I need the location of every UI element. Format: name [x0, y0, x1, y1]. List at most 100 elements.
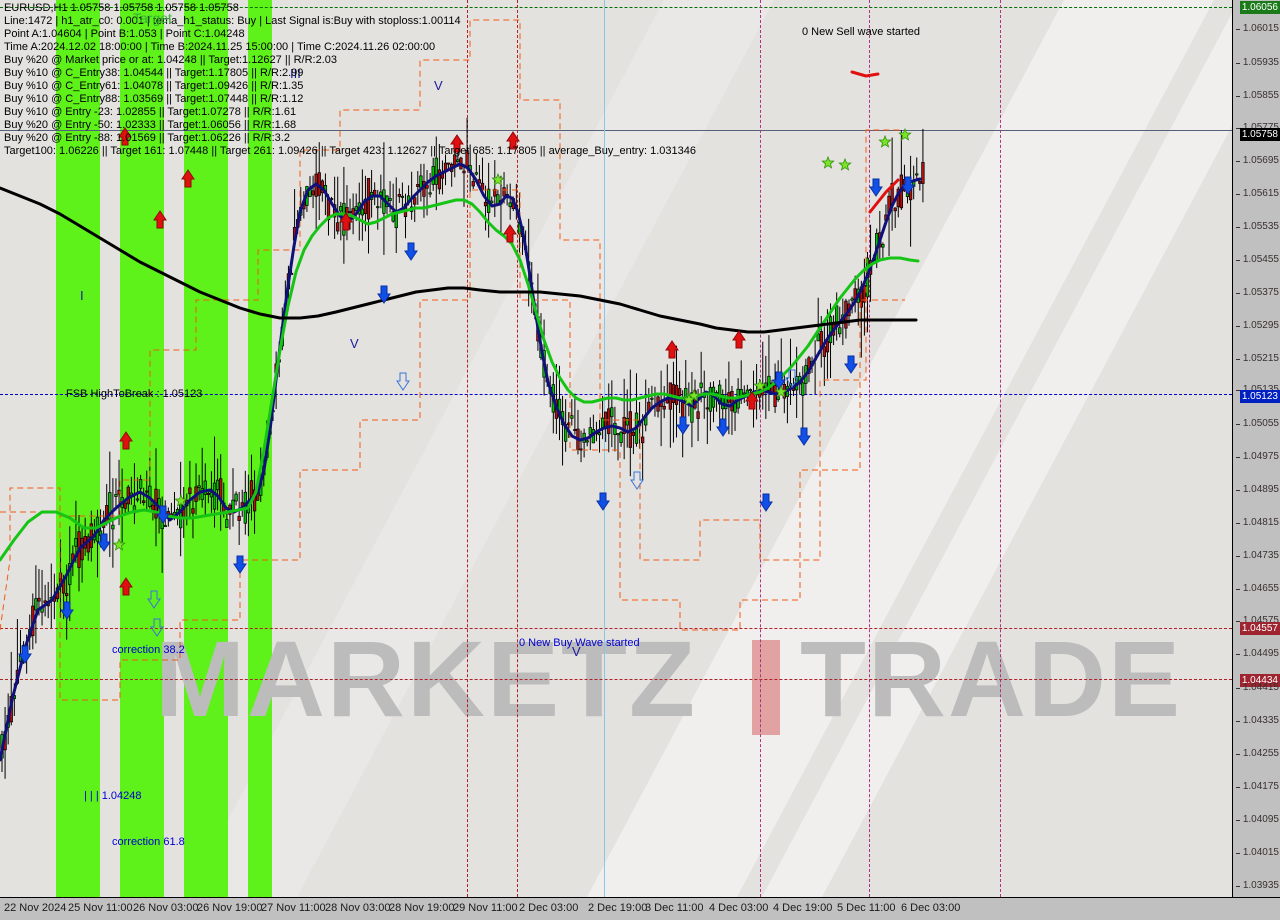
- candle-body: [881, 244, 885, 248]
- price-tick-mark: [1236, 63, 1240, 64]
- header-line-4: Buy %20 @ Market price or at: 1.04248 ||…: [4, 54, 338, 66]
- candle-body: [123, 502, 127, 509]
- sell-arrow-down-icon: [506, 131, 520, 150]
- wave-marker-3: [604, 0, 605, 897]
- session-band-2: [184, 0, 228, 897]
- header-line-6: Buy %10 @ C_Entry61: 1.04078 || Target:1…: [4, 80, 304, 92]
- price-label-1.03935: 1.03935: [1242, 880, 1279, 891]
- candle-body: [462, 170, 466, 174]
- candle-body: [234, 493, 238, 502]
- candle-body: [493, 188, 497, 197]
- price-label-1.05775: 1.05775: [1243, 122, 1279, 133]
- price-label-1.04815: 1.04815: [1242, 517, 1279, 528]
- candle-body: [336, 222, 340, 232]
- time-label: 2 Dec 03:00: [519, 902, 579, 914]
- candle-body: [145, 490, 149, 493]
- candle-body: [619, 431, 623, 443]
- correction-382-label: correction 38.2: [112, 644, 185, 656]
- candle-body: [376, 206, 380, 209]
- header-line-10: Buy %20 @ Entry -88: 1.01569 || Target:1…: [4, 132, 290, 144]
- wave-label-glyph: V: [572, 644, 581, 659]
- price-tick-mark: [1236, 556, 1240, 557]
- candle-body: [483, 201, 488, 207]
- candle-body: [431, 166, 435, 185]
- candle-body: [203, 480, 207, 495]
- candle-body: [114, 494, 118, 497]
- candle-body: [43, 600, 47, 604]
- price-axis[interactable]: 1.06056 1.06015 1.05935 1.05855 1.057751.057…: [1232, 0, 1280, 897]
- price-tick-mark: [1236, 260, 1240, 261]
- point-c-price-label: | | | 1.04248: [84, 790, 142, 802]
- candle-body: [237, 515, 241, 521]
- header-line-3: Time A:2024.12.02 18:00:00 | Time B:2024…: [4, 41, 436, 53]
- sell-arrow-down-icon: [118, 127, 132, 146]
- price-tick-mark: [1236, 424, 1240, 425]
- price-label-1.04895: 1.04895: [1242, 484, 1279, 495]
- header-line-5: Buy %10 @ C_Entry38: 1.04544 || Target:1…: [4, 67, 304, 79]
- candle-body: [893, 207, 897, 212]
- fast-ma-navy: [0, 162, 922, 762]
- buy-arrow-outline-icon: [150, 618, 164, 637]
- candle-body: [662, 405, 666, 410]
- candle-body: [446, 162, 451, 165]
- candle-body: [397, 194, 401, 197]
- candle-body: [65, 593, 69, 597]
- candle-body: [388, 198, 392, 201]
- time-axis[interactable]: 22 Nov 2024 25 Nov 11:00 26 Nov 03:00 26 No…: [0, 897, 1280, 920]
- price-tick-mark: [1236, 688, 1240, 689]
- wave-marker-1: [467, 0, 468, 897]
- watermark-separator: [752, 640, 780, 735]
- wave-label-glyph: I: [80, 288, 84, 303]
- buy-arrow-outline-icon: [396, 372, 410, 391]
- candle-body: [212, 482, 217, 510]
- candle-body: [730, 390, 734, 412]
- sell-arrow-down-icon: [153, 210, 167, 229]
- entry-star-icon: [112, 537, 126, 551]
- candle-body: [400, 195, 405, 198]
- candle-body: [86, 536, 90, 553]
- price-label-1.05123: 1.05123: [1239, 390, 1280, 403]
- candle-body: [828, 316, 833, 344]
- donchian-band-1: [0, 189, 905, 701]
- price-label-1.04095: 1.04095: [1242, 814, 1279, 825]
- current-price-level: [0, 130, 1232, 131]
- price-tick-mark: [1236, 523, 1240, 524]
- candle-body: [597, 432, 602, 436]
- time-label: 22 Nov 2024: [4, 902, 67, 914]
- candle-body: [360, 208, 365, 216]
- price-tick-mark: [1236, 29, 1240, 30]
- entry-star-icon: [491, 172, 505, 186]
- buy-arrow-outline-icon: [147, 590, 161, 609]
- candle-body: [674, 384, 679, 405]
- candle-body: [391, 211, 395, 222]
- buy-arrow-up-icon: [901, 176, 915, 195]
- price-tick-mark: [1236, 589, 1240, 590]
- wave-marker-6: [1000, 0, 1001, 897]
- price-tick-mark: [1236, 161, 1240, 162]
- price-label-1.05935: 1.05935: [1242, 57, 1279, 68]
- header-line-2: Point A:1.04604 | Point B:1.053 | Point …: [4, 28, 245, 40]
- price-tick-mark: [1236, 293, 1240, 294]
- sell-arrow-down-icon: [665, 340, 679, 359]
- candle-body: [354, 206, 358, 212]
- candle-body: [197, 485, 201, 488]
- candle-body: [471, 181, 475, 187]
- buy-arrow-up-icon: [759, 493, 773, 512]
- chart-plot-area[interactable]: MARKETZ TRADE V V V I III EURUSD,H1 1.05758 …: [0, 0, 1232, 897]
- sell-arrow-down-icon: [732, 330, 746, 349]
- candle-body: [915, 173, 919, 176]
- sell-arrow-down-icon: [119, 431, 133, 450]
- price-label-1.04335: 1.04335: [1242, 715, 1279, 726]
- price-tick-mark: [1236, 128, 1240, 129]
- candle-body: [474, 172, 478, 175]
- candle-body: [588, 427, 592, 435]
- correction-618-label: correction 61.8: [112, 836, 185, 848]
- candle-body: [74, 538, 78, 547]
- entry-star-icon: [838, 157, 852, 171]
- candle-body: [413, 197, 417, 205]
- candle-body: [34, 598, 38, 611]
- candle-body: [816, 333, 820, 342]
- candle-body: [191, 508, 195, 514]
- buy-arrow-up-icon: [156, 505, 170, 524]
